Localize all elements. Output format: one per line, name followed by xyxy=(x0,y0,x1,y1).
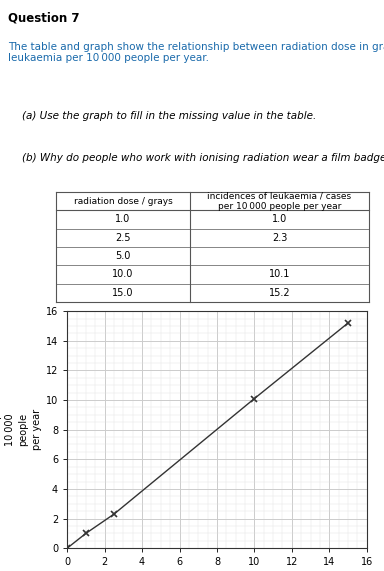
Text: 1.0: 1.0 xyxy=(115,215,131,224)
Text: (b) Why do people who work with ionising radiation wear a film badge?: (b) Why do people who work with ionising… xyxy=(22,153,384,163)
Text: 2.3: 2.3 xyxy=(272,233,287,243)
Text: 10.0: 10.0 xyxy=(112,270,134,279)
Text: (a) Use the graph to fill in the missing value in the table.: (a) Use the graph to fill in the missing… xyxy=(22,111,317,120)
Text: radiation dose / grays: radiation dose / grays xyxy=(73,196,172,206)
Text: 1.0: 1.0 xyxy=(272,215,287,224)
Y-axis label: incidences
of leukaemia
/ cases per
10 000
people
per year: incidences of leukaemia / cases per 10 0… xyxy=(0,398,41,461)
Text: 15.0: 15.0 xyxy=(112,288,134,298)
Text: incidences of leukaemia / cases
per 10 000 people per year: incidences of leukaemia / cases per 10 0… xyxy=(207,191,352,211)
Text: 2.5: 2.5 xyxy=(115,233,131,243)
Text: 10.1: 10.1 xyxy=(269,270,290,279)
Text: 5.0: 5.0 xyxy=(115,251,131,261)
Text: The table and graph show the relationship between radiation dose in grays, and c: The table and graph show the relationshi… xyxy=(8,42,384,63)
Text: 15.2: 15.2 xyxy=(269,288,290,298)
Text: Question 7: Question 7 xyxy=(8,11,79,25)
